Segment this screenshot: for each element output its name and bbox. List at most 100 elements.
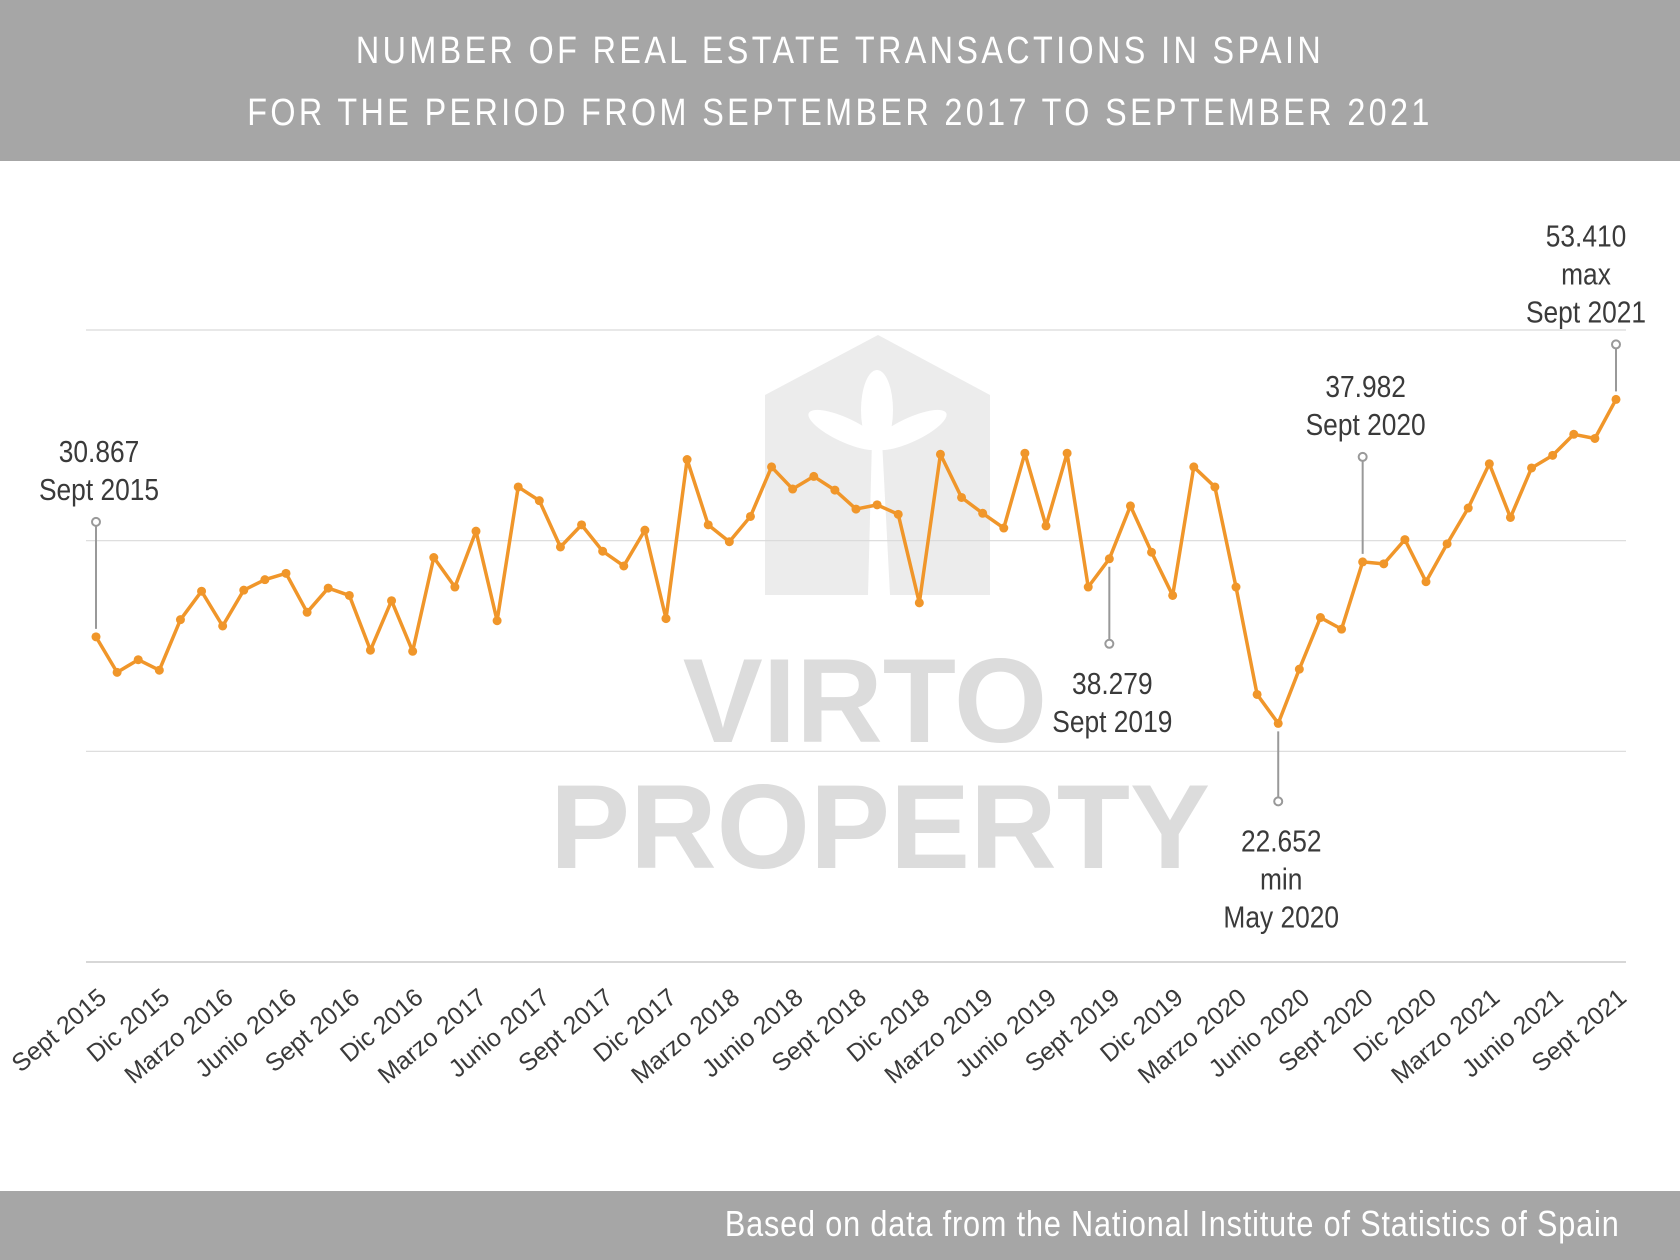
- data-point: [830, 485, 840, 495]
- data-point: [1421, 577, 1431, 587]
- data-point: [767, 462, 777, 472]
- data-point: [872, 500, 882, 510]
- data-point: [619, 561, 629, 571]
- data-point: [1125, 501, 1135, 511]
- data-point: [577, 520, 587, 530]
- data-point: [471, 526, 481, 536]
- data-point: [1189, 462, 1199, 472]
- data-point: [1611, 394, 1621, 404]
- annotation-marker: [1357, 451, 1368, 462]
- chart-title-line2: FOR THE PERIOD FROM SEPTEMBER 2017 TO SE…: [247, 92, 1433, 134]
- data-point: [281, 568, 291, 578]
- data-point: [534, 496, 544, 506]
- data-point: [1379, 559, 1389, 569]
- data-point: [492, 616, 502, 626]
- data-point: [302, 607, 312, 617]
- data-point: [1527, 463, 1537, 473]
- data-point: [112, 667, 122, 677]
- data-point: [365, 645, 375, 655]
- annotation-label: Sept 2015: [39, 473, 159, 507]
- data-point: [387, 596, 397, 606]
- annotation-marker: [1611, 339, 1621, 350]
- annotation-label: 30.867: [59, 435, 140, 469]
- source-note: Based on data from the National Institut…: [725, 1203, 1620, 1244]
- data-point: [1062, 448, 1072, 458]
- data-point: [1505, 512, 1515, 522]
- data-point: [1168, 590, 1178, 600]
- palm-leaf-shape: [873, 409, 947, 451]
- data-point: [1147, 547, 1157, 557]
- annotation-label: max: [1561, 257, 1611, 291]
- chart-title-line1: NUMBER OF REAL ESTATE TRANSACTIONS IN SP…: [355, 30, 1325, 72]
- data-point: [914, 598, 924, 608]
- data-point: [809, 471, 819, 481]
- annotation-label: 37.982: [1325, 370, 1406, 404]
- data-point: [1273, 718, 1283, 728]
- annotation-label: 53.410: [1546, 219, 1627, 253]
- data-point: [788, 484, 798, 494]
- data-point: [408, 646, 418, 656]
- data-point: [661, 614, 671, 624]
- data-point: [1294, 664, 1304, 674]
- annotation-marker: [1104, 638, 1115, 649]
- annotation-label: min: [1260, 862, 1302, 896]
- palm-leaf-shape: [808, 409, 882, 451]
- data-point: [957, 492, 967, 502]
- data-point: [1210, 482, 1220, 492]
- data-point: [429, 553, 439, 563]
- data-point: [91, 632, 101, 642]
- data-point: [703, 520, 713, 530]
- data-point: [724, 537, 734, 547]
- data-point: [450, 582, 460, 592]
- gridlines: [86, 329, 1626, 963]
- title-bar: NUMBER OF REAL ESTATE TRANSACTIONS IN SP…: [0, 0, 1680, 161]
- data-point: [1337, 624, 1347, 634]
- annotation-marker: [1273, 796, 1284, 807]
- data-point: [239, 585, 249, 595]
- data-point: [260, 575, 270, 585]
- palm-trunk-shape: [868, 440, 890, 595]
- data-point: [1400, 535, 1410, 545]
- palm-leaf-shape: [861, 370, 893, 450]
- annotation-label: Sept 2021: [1526, 295, 1646, 329]
- data-point: [344, 590, 354, 600]
- data-point: [133, 655, 143, 665]
- data-point: [1569, 429, 1579, 439]
- annotation-label: Sept 2020: [1306, 408, 1426, 442]
- data-point: [175, 615, 185, 625]
- data-point: [682, 455, 692, 465]
- data-point: [1041, 521, 1051, 531]
- watermark-logo: VIRTO PROPERTY: [550, 335, 1210, 894]
- data-point: [555, 542, 565, 552]
- data-point: [1442, 539, 1452, 549]
- data-point: [1252, 689, 1262, 699]
- watermark-line2: PROPERTY: [550, 760, 1210, 894]
- annotation-label: Sept 2019: [1052, 705, 1172, 739]
- annotation-label: 22.652: [1241, 824, 1322, 858]
- annotation-marker: [91, 516, 101, 527]
- data-point: [323, 583, 333, 593]
- data-point: [197, 586, 207, 596]
- data-point: [1484, 459, 1494, 469]
- data-point: [893, 509, 903, 519]
- data-point: [218, 621, 228, 631]
- annotation-label: May 2020: [1223, 900, 1339, 934]
- annotation-label: 38.279: [1072, 667, 1153, 701]
- data-point: [154, 665, 164, 675]
- data-point: [1548, 450, 1558, 460]
- annotation-labels: 30.867 Sept 2015 38.279 Sept 2019 22.652 min M…: [39, 219, 1646, 934]
- data-point: [1315, 613, 1325, 623]
- data-point: [598, 546, 608, 556]
- data-point: [1358, 557, 1368, 567]
- data-point: [1083, 582, 1093, 592]
- annotation-leaders: [91, 339, 1621, 807]
- footer-bar: Based on data from the National Institut…: [0, 1191, 1680, 1260]
- data-point: [1104, 554, 1114, 564]
- data-point: [513, 482, 523, 492]
- data-point: [640, 525, 650, 535]
- data-point: [851, 504, 861, 514]
- data-point: [978, 508, 988, 518]
- series: [91, 394, 1621, 728]
